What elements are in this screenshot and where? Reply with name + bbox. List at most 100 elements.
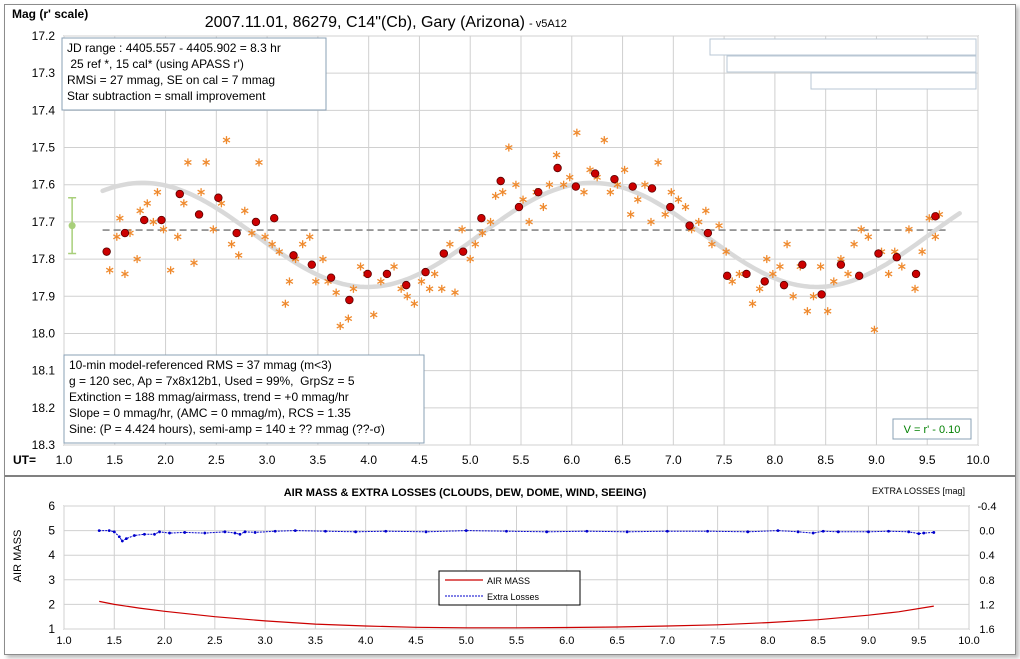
raw-data-point xyxy=(674,195,683,204)
y-tick-label: 4 xyxy=(48,548,55,562)
x-tick-label: 9.5 xyxy=(911,635,926,647)
raw-data-point xyxy=(769,269,777,278)
extra-losses-point xyxy=(665,529,669,533)
binned-data-point xyxy=(836,260,846,269)
binned-data-point xyxy=(685,221,694,230)
y-tick-label: 5 xyxy=(48,524,55,538)
binned-data-point xyxy=(140,215,149,225)
binned-data-point xyxy=(534,187,543,197)
extra-losses-point xyxy=(836,530,840,534)
extra-losses-point xyxy=(168,531,171,535)
x-tick-label: 5.0 xyxy=(459,635,474,647)
error-bar xyxy=(68,196,77,255)
raw-data-point xyxy=(234,251,243,260)
info-line: Slope = 0 mmag/hr, (AMC = 0 mmag/m), RCS… xyxy=(69,406,351,420)
raw-data-point xyxy=(222,136,231,145)
extra-losses-point xyxy=(273,529,277,533)
y2-tick-label: 0.4 xyxy=(979,550,994,562)
raw-data-point xyxy=(255,158,263,167)
raw-data-point xyxy=(505,143,513,152)
raw-data-point xyxy=(217,199,226,208)
binned-data-point xyxy=(666,202,675,212)
raw-data-point xyxy=(173,232,182,241)
x-tick-label: 6.0 xyxy=(559,635,574,647)
x-tick-label: 4.0 xyxy=(360,453,377,467)
raw-data-point xyxy=(133,255,141,264)
raw-data-point xyxy=(606,188,615,197)
binned-data-point xyxy=(892,253,901,262)
x-tick-label: 10.0 xyxy=(966,453,990,467)
x-tick-label: 9.0 xyxy=(861,635,876,647)
raw-data-point xyxy=(180,199,188,208)
raw-data-point xyxy=(105,266,114,275)
x-tick-label: 2.0 xyxy=(157,635,172,647)
raw-data-point xyxy=(776,262,784,271)
binned-data-point xyxy=(742,269,751,279)
legend-box-1 xyxy=(709,38,977,56)
raw-data-points xyxy=(105,128,944,334)
x-tick-label: 7.5 xyxy=(716,453,733,467)
binned-data-point xyxy=(251,217,261,227)
extra-losses-point xyxy=(112,530,116,534)
extra-losses-point xyxy=(124,537,128,540)
y-tick-label: 18.1 xyxy=(32,364,56,378)
legend-box-2 xyxy=(726,55,977,73)
extra-losses-point xyxy=(932,531,936,534)
raw-data-point xyxy=(153,188,162,197)
raw-data-point xyxy=(486,217,495,226)
info-line: 10-min model-referenced RMS = 37 mmag (m… xyxy=(69,358,332,372)
raw-data-point xyxy=(931,232,940,241)
raw-data-point xyxy=(113,232,121,241)
extra-losses-point xyxy=(887,529,890,533)
x-tick-label: 6.5 xyxy=(614,453,631,467)
raw-data-point xyxy=(159,225,168,234)
legend-label-extra-losses: Extra Losses xyxy=(487,592,540,602)
binned-data-point xyxy=(703,228,713,238)
raw-data-point xyxy=(545,180,554,189)
raw-data-point xyxy=(417,277,426,286)
x-tick-label: 6.0 xyxy=(563,453,580,467)
binned-data-point xyxy=(854,271,864,281)
extra-losses-point xyxy=(867,530,870,534)
raw-data-point xyxy=(613,180,622,189)
raw-data-point xyxy=(491,191,500,200)
raw-data-point xyxy=(166,266,175,275)
y-axis-label: Mag (r' scale) xyxy=(12,7,88,21)
binned-data-points xyxy=(102,163,940,305)
binned-data-point xyxy=(817,290,826,299)
raw-data-point xyxy=(425,284,434,293)
raw-data-point xyxy=(209,225,218,234)
x-tick-label: 9.5 xyxy=(919,453,936,467)
raw-data-point xyxy=(633,195,642,204)
y-tick-label: 6 xyxy=(48,499,55,513)
x-tick-label: 7.0 xyxy=(665,453,682,467)
binned-data-point xyxy=(289,251,298,260)
raw-data-point xyxy=(305,232,314,241)
raw-data-point xyxy=(227,240,236,249)
raw-data-point xyxy=(870,325,879,334)
extra-losses-point xyxy=(233,531,237,535)
binned-data-point xyxy=(590,169,600,178)
x-tick-label: 7.0 xyxy=(660,635,675,647)
raw-data-point xyxy=(512,180,520,189)
x-tick-label: 2.5 xyxy=(208,453,225,467)
extra-losses-point xyxy=(324,529,327,533)
raw-data-point xyxy=(261,232,269,241)
x-tick-label: 2.0 xyxy=(157,453,174,467)
raw-data-point xyxy=(823,307,832,316)
raw-data-point xyxy=(728,277,737,286)
binned-data-point xyxy=(214,193,223,202)
chart-title-suffix: - v5A12 xyxy=(529,18,567,30)
raw-data-point xyxy=(116,214,124,223)
raw-data-point xyxy=(336,322,345,331)
binned-data-point xyxy=(931,212,940,221)
y2-tick-label: -0.4 xyxy=(978,501,997,513)
raw-data-point xyxy=(430,269,439,278)
series-line-air-mass xyxy=(99,600,934,629)
y2-tick-label: 0.0 xyxy=(979,526,994,538)
raw-data-point xyxy=(281,299,290,308)
info-line: Sine: (P = 4.424 hours), semi-amp = 140 … xyxy=(69,422,385,436)
raw-data-point xyxy=(918,247,926,256)
extra-losses-point xyxy=(354,530,358,534)
y-tick-label: 18.0 xyxy=(32,326,56,340)
